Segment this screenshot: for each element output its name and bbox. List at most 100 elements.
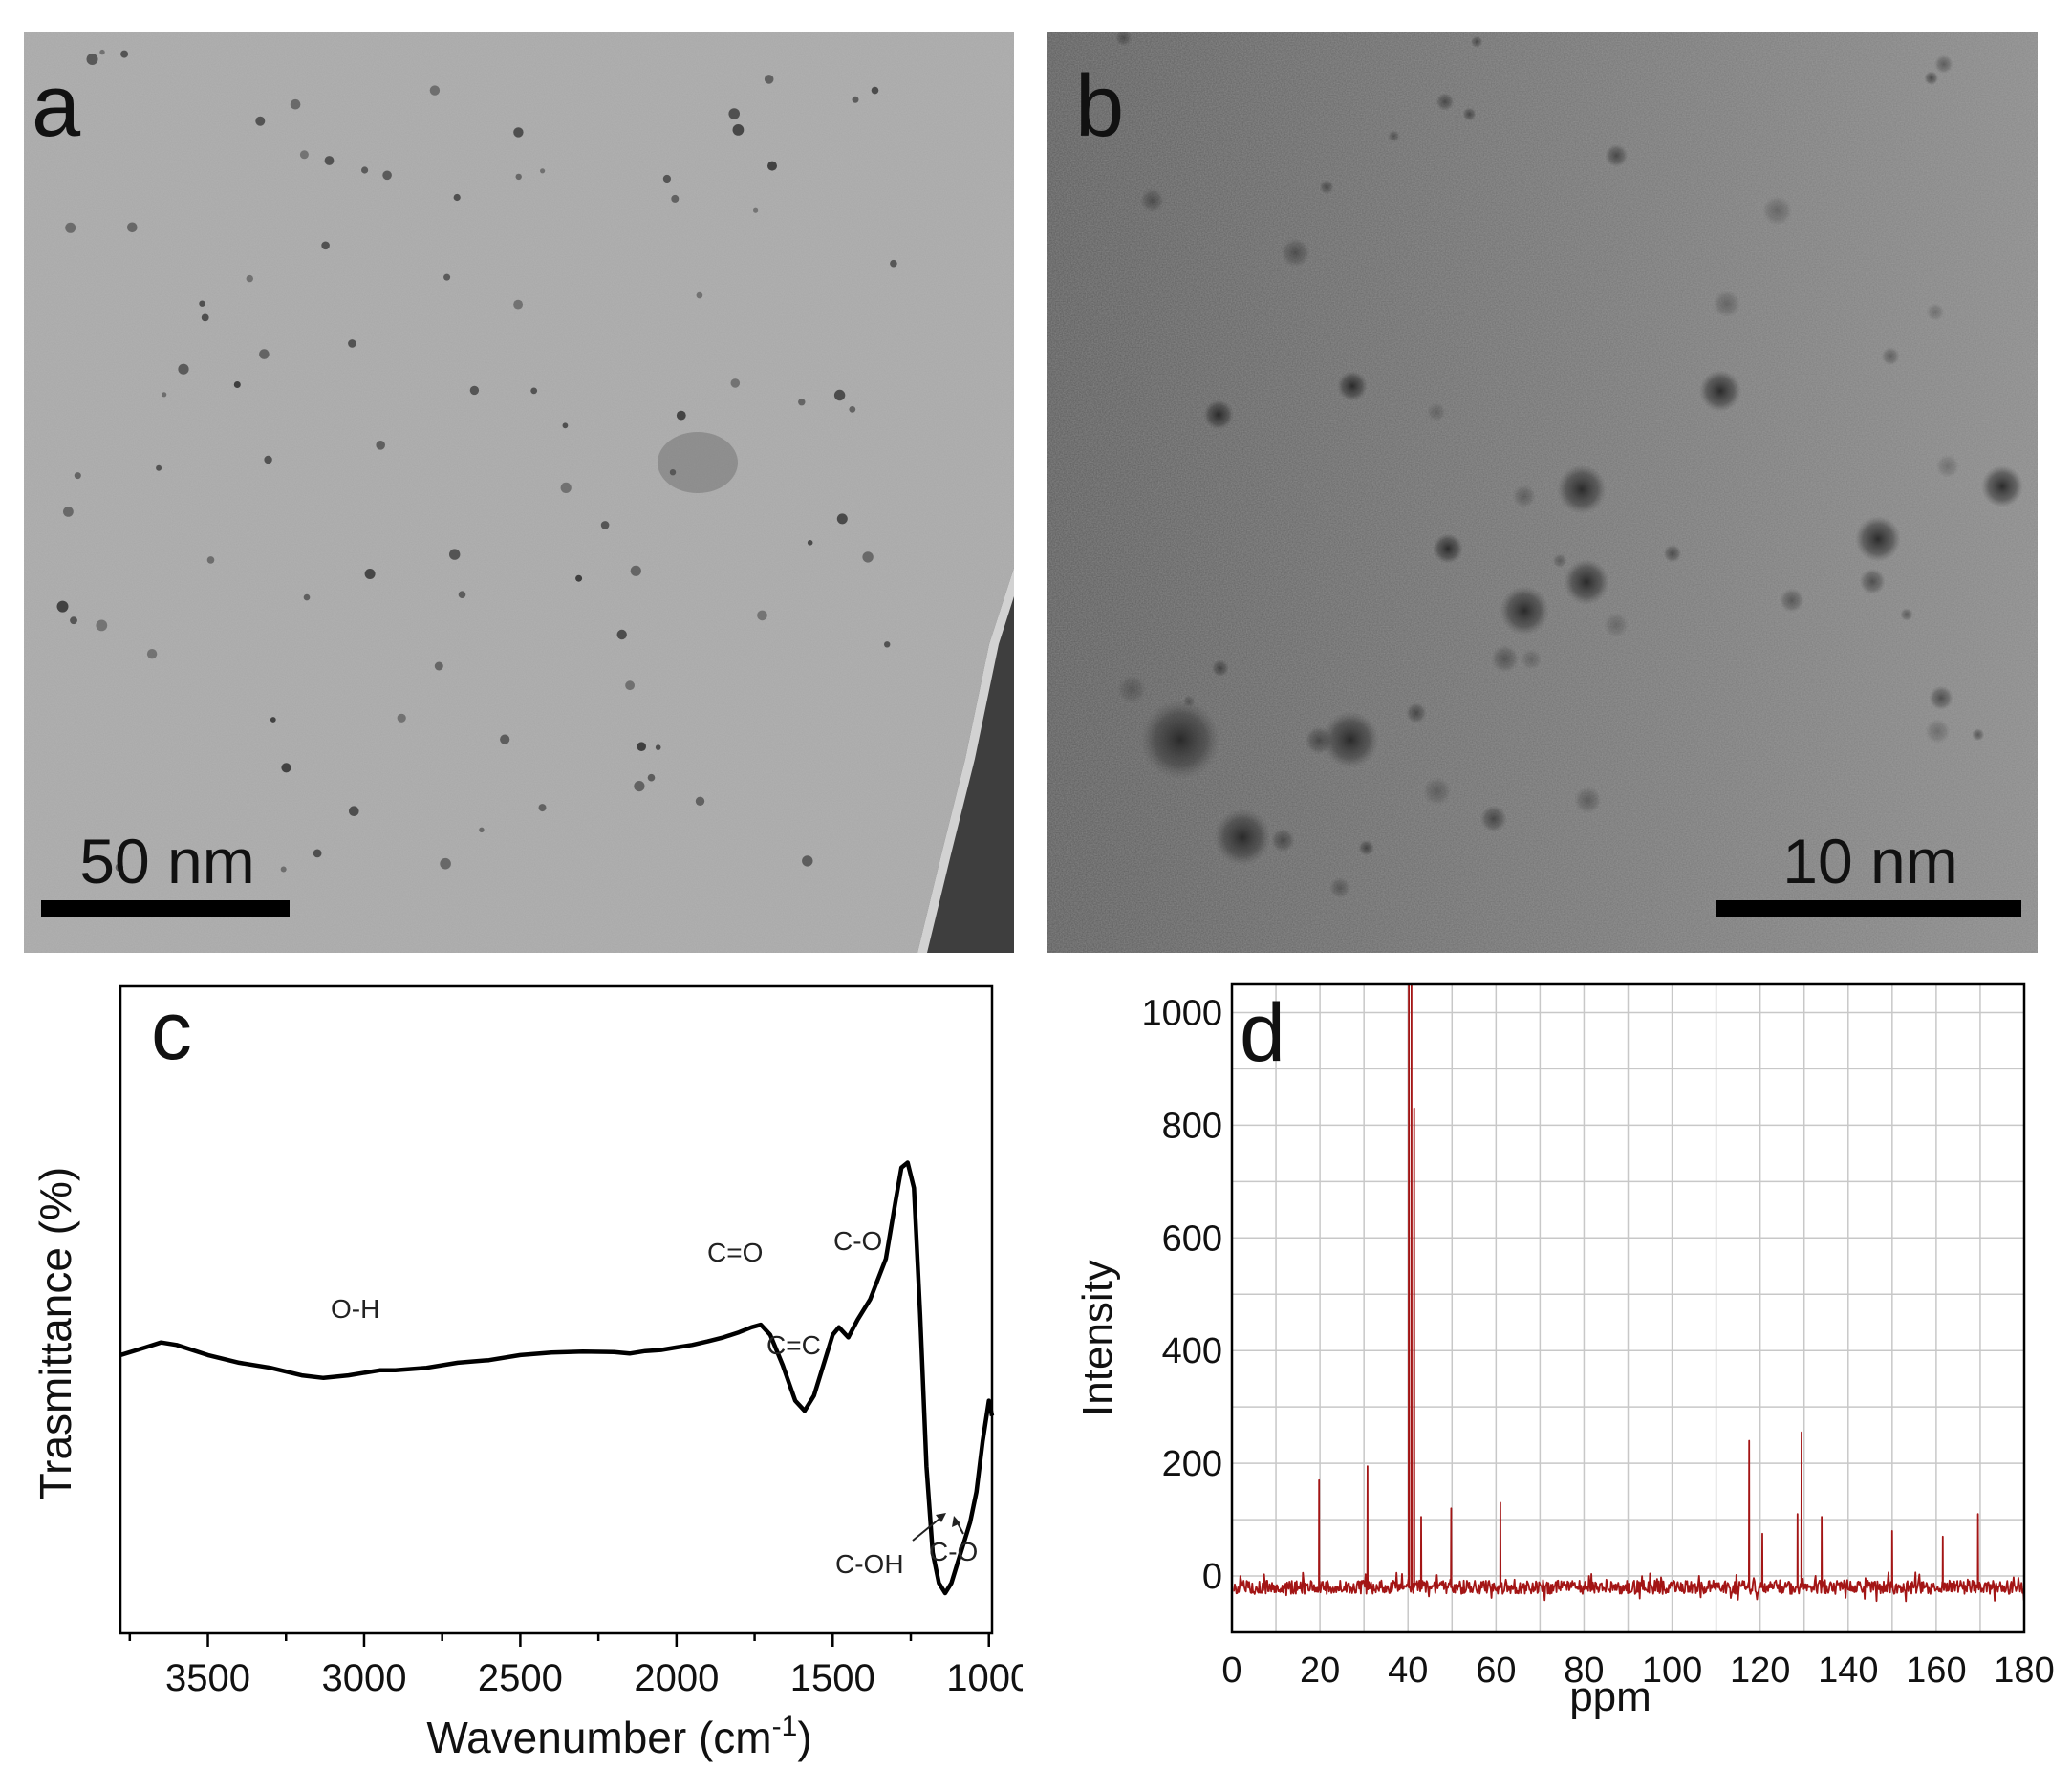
x-tick-label: 140: [1818, 1650, 1878, 1691]
nanoparticle-dot: [397, 713, 406, 723]
x-tick-label: 1500: [790, 1657, 875, 1699]
panel-label-a: a: [32, 57, 81, 155]
nanoparticle-dot: [1281, 238, 1310, 268]
nanoparticle-dot: [1574, 786, 1602, 814]
nanoparticle-dot: [1663, 544, 1682, 563]
nanoparticle-dot: [1881, 347, 1900, 366]
nanoparticle-dot: [890, 259, 897, 268]
nanoparticle-dot: [99, 49, 105, 55]
nanoparticle-dot: [884, 641, 891, 648]
nanoparticle-dot: [1139, 187, 1165, 213]
nanoparticle-dot: [440, 857, 451, 870]
nanoparticle-dot: [1337, 371, 1368, 401]
nanoparticle-dot: [1388, 130, 1400, 142]
nanoparticle-dot: [728, 108, 740, 119]
nanoparticle-dot: [458, 591, 466, 598]
nanoparticle-dot: [1564, 559, 1609, 605]
tem-image-a-canvas: a 50 nm: [24, 32, 1014, 953]
arrowhead-c-o: [952, 1516, 960, 1527]
x-axis-title: ppm: [1569, 1673, 1651, 1720]
annotation-c-double-o: C=O: [707, 1238, 763, 1267]
nanoparticle-dot: [852, 96, 859, 103]
nanoparticle-dot: [1925, 719, 1951, 744]
nanoparticle-dot: [1405, 702, 1427, 723]
nanoparticle-dot: [538, 804, 547, 812]
nanoparticle-dot: [255, 116, 266, 126]
nanoparticle-dot: [233, 381, 241, 388]
nanoparticle-dot: [1214, 809, 1271, 866]
nanoparticle-dot: [655, 744, 661, 750]
nanoparticle-dot: [862, 551, 874, 563]
x-axis-title-close: ): [797, 1713, 811, 1762]
nanoparticle-dot: [348, 339, 356, 348]
nanoparticle-dot: [1182, 695, 1196, 708]
nanoparticle-dot: [1521, 648, 1543, 671]
tem-image-b: b 10 nm: [1047, 32, 2038, 953]
nanoparticle-dot: [1924, 71, 1939, 86]
nanoparticle-dot: [63, 507, 74, 517]
nanoparticle-dot: [178, 363, 189, 375]
scale-bar-a: [41, 900, 290, 917]
nanoparticle-dot: [1479, 805, 1507, 832]
nanoparticle-dot: [70, 616, 77, 625]
nanoparticle-dot: [1114, 32, 1133, 47]
nanoparticle-dot: [767, 161, 777, 171]
nanoparticle-dot: [1116, 675, 1147, 704]
nmr-spectrum-line: [1233, 983, 2025, 1603]
nanoparticle-dot: [540, 168, 546, 174]
nanoparticle-dot: [764, 75, 774, 84]
nanoparticle-dot: [1270, 828, 1296, 853]
nanoparticle-dot: [802, 855, 813, 867]
nanoparticle-dot: [696, 291, 703, 299]
tem-image-a: a 50 nm: [24, 32, 1014, 953]
nanoparticle-dot: [127, 222, 138, 233]
nanoparticle-dot: [634, 781, 645, 792]
nanoparticle-dot: [637, 742, 646, 751]
nanoparticle-dot: [270, 717, 276, 723]
y-axis-tick-labels: 0 200 400 600 800 1000: [1141, 993, 1222, 1597]
x-tick-label: 60: [1476, 1650, 1516, 1691]
nanoparticle-dot: [513, 127, 524, 138]
nanoparticle-dot: [1470, 35, 1483, 48]
y-tick-label: 1000: [1141, 993, 1222, 1033]
arrowhead-c-oh: [936, 1513, 946, 1522]
y-tick-label: 800: [1162, 1106, 1222, 1146]
nanoparticle-dot: [281, 763, 291, 773]
nanoparticle-dot: [264, 455, 272, 464]
nanoparticle-dot: [259, 349, 270, 359]
annotation-c-double-c: C=C: [766, 1330, 821, 1360]
nanoparticle-dot: [1779, 588, 1804, 613]
y-tick-label: 200: [1162, 1444, 1222, 1484]
nanoparticle-dot: [361, 166, 369, 174]
nanoparticle-dot: [1462, 107, 1477, 121]
nanoparticle-dot: [530, 387, 538, 395]
nmr-chart: 0 20 40 60 80 100 120 140 160 180 0 200 400 600 800 10…: [1075, 982, 2055, 1720]
y-tick-label: 600: [1162, 1219, 1222, 1259]
nanoparticle-dot: [280, 866, 287, 873]
nanoparticle-dot: [246, 274, 253, 283]
nanoparticle-dot: [86, 54, 98, 65]
ftir-chart: 3500 3000 2500 2000 1500 1000 c O-H C=O C=C C…: [38, 984, 1023, 1762]
particle-cluster: [658, 432, 738, 493]
nanoparticle-dot: [1203, 399, 1234, 430]
nanoparticle-dot: [625, 680, 635, 691]
nanoparticle-dot: [1512, 485, 1536, 508]
x-axis-title-superscript: -1: [772, 1711, 798, 1742]
nanoparticle-dot: [96, 619, 108, 632]
nanoparticle-dots: [56, 49, 897, 873]
nanoparticle-dot: [56, 600, 69, 613]
nanoparticle-dot: [1500, 586, 1549, 636]
nanoparticle-dot: [1603, 612, 1630, 638]
nanoparticle-dot: [1761, 195, 1793, 227]
nanoparticle-dot: [1435, 92, 1455, 112]
x-tick-label: 2000: [634, 1657, 719, 1699]
nanoparticle-dot: [290, 98, 301, 110]
nanoparticle-dot: [1926, 303, 1945, 321]
nanoparticle-dot: [500, 734, 510, 744]
scale-bar-b: [1716, 900, 2021, 917]
nanoparticle-dot: [1322, 711, 1379, 768]
nanoparticle-dot: [364, 569, 376, 579]
nanoparticle-dot: [1557, 464, 1607, 514]
panel-label-d: d: [1240, 987, 1285, 1079]
nanoparticle-dot: [74, 472, 81, 480]
